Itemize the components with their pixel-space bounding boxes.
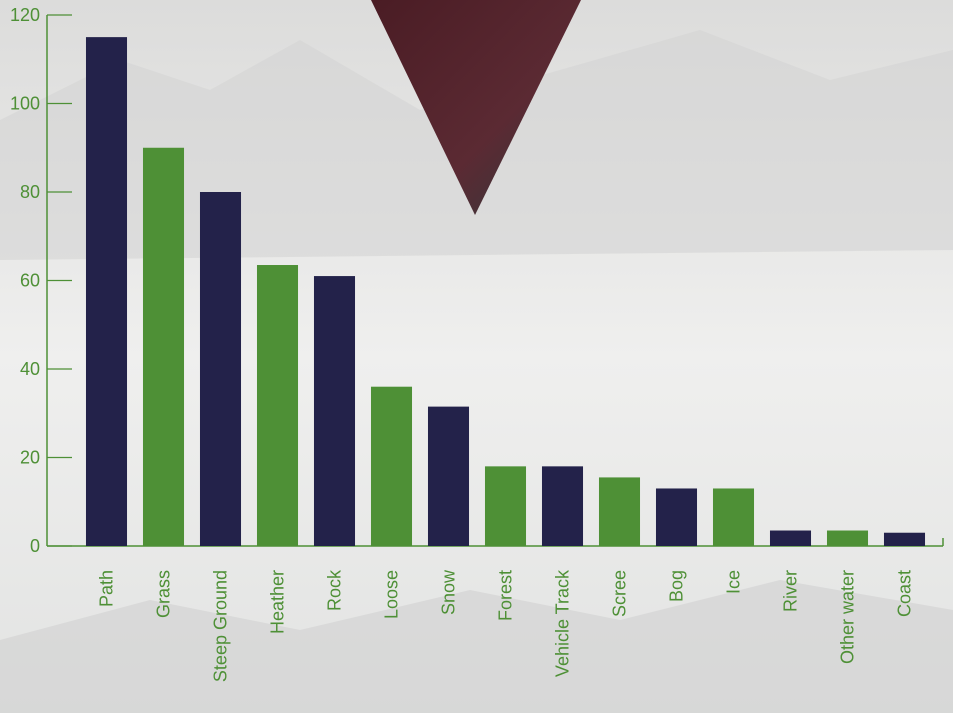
bar <box>199 192 242 546</box>
bar <box>598 477 641 546</box>
x-tick-label: Heather <box>268 570 288 634</box>
x-tick-label: Rock <box>325 569 345 611</box>
x-tick-label: Scree <box>610 570 630 617</box>
x-tick-label: Snow <box>439 569 459 615</box>
x-tick-label: Coast <box>895 570 915 617</box>
x-tick-label: Steep Ground <box>211 570 231 682</box>
x-tick-label: Vehicle Track <box>553 569 573 677</box>
y-tick-label: 120 <box>10 5 40 25</box>
bar <box>370 386 413 546</box>
bar <box>427 406 470 546</box>
x-tick-label: Forest <box>496 570 516 621</box>
bar <box>826 530 869 546</box>
x-tick-label: Loose <box>382 570 402 619</box>
x-tick-label: Path <box>97 570 117 607</box>
x-tick-label: Grass <box>154 570 174 618</box>
y-tick-label: 80 <box>20 182 40 202</box>
bar <box>313 276 356 546</box>
y-tick-label: 20 <box>20 448 40 468</box>
y-tick-label: 40 <box>20 359 40 379</box>
x-tick-label: Ice <box>724 570 744 594</box>
bar <box>655 488 698 546</box>
decorative-triangle <box>371 0 581 215</box>
y-tick-label: 0 <box>30 536 40 556</box>
x-tick-label: Other water <box>838 570 858 664</box>
x-tick-label: River <box>781 570 801 612</box>
plot-area: 0 20 40 60 80 100 120 Path Grass Steep Ground Heat… <box>10 5 944 682</box>
bar <box>85 37 128 546</box>
bar <box>256 265 299 546</box>
bar <box>883 532 926 546</box>
y-tick-label: 100 <box>10 94 40 114</box>
y-tick-label: 60 <box>20 271 40 291</box>
bar <box>541 466 584 546</box>
bar <box>142 147 185 546</box>
bar <box>769 530 812 546</box>
bar <box>712 488 755 546</box>
mountain-mist <box>0 580 953 713</box>
x-tick-label: Bog <box>667 570 687 602</box>
bar <box>484 466 527 546</box>
